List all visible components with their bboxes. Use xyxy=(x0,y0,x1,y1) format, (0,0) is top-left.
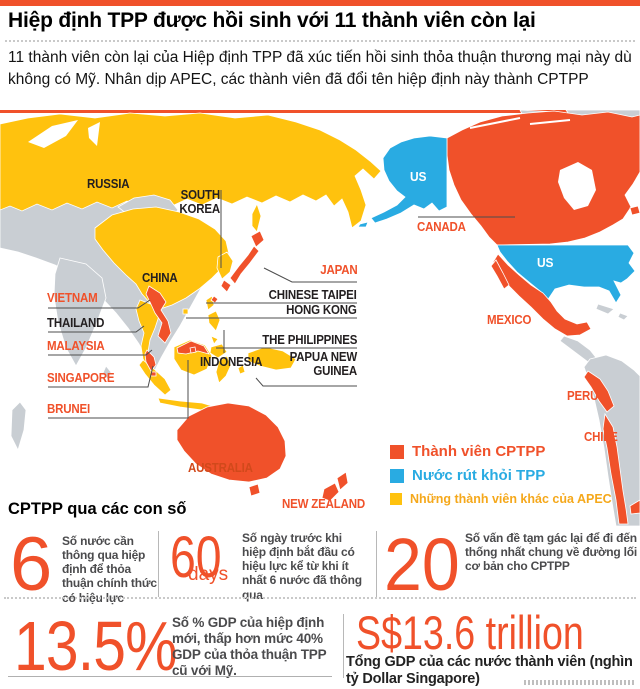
country-india xyxy=(53,257,107,367)
legend-label-cptpp: Thành viên CPTPP xyxy=(412,443,546,460)
bottom-left-rule xyxy=(8,676,332,677)
stats-divider-dotted xyxy=(4,597,636,599)
label-mexico: MEXICO xyxy=(487,313,532,327)
kara-sea-cut xyxy=(88,122,100,146)
hudson-bay xyxy=(558,162,596,210)
legend-label-withdrawn: Nước rút khỏi TPP xyxy=(412,467,546,484)
stat-divider-1 xyxy=(158,531,159,597)
country-malaysia-peninsula xyxy=(144,349,157,372)
label-brunei: BRUNEI xyxy=(47,402,90,416)
label-papua-new-guinea: PAPUA NEW GUINEA xyxy=(289,350,358,378)
country-brunei xyxy=(189,346,197,354)
stat-value-gdp-pct: 13.5% xyxy=(14,607,177,685)
stat-unit-days: days xyxy=(188,564,229,585)
label-canada: CANADA xyxy=(417,220,466,234)
baja-california xyxy=(490,259,510,290)
stat-value-60: 60 xyxy=(170,525,222,590)
country-china xyxy=(94,206,230,310)
legend-item-cptpp: Thành viên CPTPP xyxy=(390,443,545,460)
island-hispaniola xyxy=(617,312,629,321)
island-newfoundland xyxy=(629,205,640,216)
top-accent-bar xyxy=(0,0,640,6)
stat-desc-20: Số vấn đề tạm gác lại để đi đến thống nh… xyxy=(465,531,638,574)
stats-heading: CPTPP qua các con số xyxy=(8,500,187,518)
label-australia: AUSTRALIA xyxy=(188,461,253,475)
legend-swatch-withdrawn xyxy=(390,468,404,483)
country-peru xyxy=(583,370,615,413)
stat-value-6: 6 xyxy=(10,522,53,607)
stat-value-20: 20 xyxy=(384,523,460,606)
pacific-world-map xyxy=(0,110,640,526)
legend-swatch-cptpp xyxy=(390,444,404,459)
legend-label-apec-other: Những thành viên khác của APEC xyxy=(410,492,612,506)
label-hong-kong: HONG KONG xyxy=(286,303,357,317)
island-sulawesi xyxy=(215,355,232,384)
state-alaska-us xyxy=(370,135,448,224)
country-australia xyxy=(176,402,287,497)
label-the-philippines: THE PHILIPPINES xyxy=(261,333,357,347)
country-madagascar xyxy=(10,401,27,452)
callout-lines xyxy=(48,190,515,419)
label-singapore: SINGAPORE xyxy=(47,371,115,385)
label-south-korea: SOUTH KOREA xyxy=(179,188,220,216)
white-sea-cut xyxy=(28,120,78,148)
stat-desc-60: Số ngày trước khi hiệp định bắt đầu có h… xyxy=(242,531,362,602)
country-philippines xyxy=(207,310,228,359)
legend-item-apec-other: Những thành viên khác của APEC xyxy=(390,492,612,506)
country-sakhalin xyxy=(251,202,262,233)
label-us-alaska: US xyxy=(410,169,427,184)
stat-divider-3 xyxy=(343,614,344,678)
country-korea xyxy=(216,251,234,280)
label-thailand: THAILAND xyxy=(47,316,105,330)
stat-desc-6: Số nước cần thông qua hiệp định để thỏa … xyxy=(62,534,157,605)
country-new-zealand xyxy=(321,471,349,502)
label-peru: PERU xyxy=(567,389,599,403)
legend-item-withdrawn: Nước rút khỏi TPP xyxy=(390,467,545,484)
aleutian-islands xyxy=(357,221,369,228)
stat-desc-gdp-pct: Số % GDP của hiệp định mới, thấp hơn mức… xyxy=(172,615,327,678)
country-canada xyxy=(446,110,640,246)
island-cuba xyxy=(595,303,615,315)
label-chinese-taipei: CHINESE TAIPEI xyxy=(269,288,357,302)
label-china: CHINA xyxy=(142,271,178,285)
stat-desc-total-gdp: Tổng GDP của các nước thành viên (nghìn … xyxy=(346,654,633,687)
standfirst: 11 thành viên còn lại của Hiệp định TPP … xyxy=(8,49,632,89)
label-russia: RUSSIA xyxy=(87,177,130,191)
country-mexico xyxy=(492,253,592,337)
island-sumatra xyxy=(138,359,172,396)
country-chile xyxy=(602,412,640,525)
territory-hong-kong xyxy=(182,308,189,315)
legend-swatch-apec-other xyxy=(390,493,402,505)
label-japan: JAPAN xyxy=(319,263,357,277)
stat-divider-2 xyxy=(376,531,377,597)
label-us: US xyxy=(537,255,554,270)
stat-value-total-gdp: S$13.6 trillion xyxy=(356,606,584,659)
map-top-rule xyxy=(0,110,640,113)
country-japan xyxy=(210,230,265,304)
country-us xyxy=(496,244,636,304)
label-vietnam: VIETNAM xyxy=(47,291,98,305)
header-divider xyxy=(5,40,635,42)
country-sri-lanka xyxy=(102,365,112,381)
source-credit xyxy=(524,680,636,685)
label-new-zealand: NEW ZEALAND xyxy=(282,497,365,511)
headline: Hiệp định TPP được hồi sinh với 11 thành… xyxy=(8,9,536,32)
label-chile: CHILE xyxy=(584,430,618,444)
label-indonesia: INDONESIA xyxy=(200,355,263,369)
arctic-channels xyxy=(469,117,571,129)
country-vietnam xyxy=(145,285,172,344)
label-malaysia: MALAYSIA xyxy=(47,339,105,353)
